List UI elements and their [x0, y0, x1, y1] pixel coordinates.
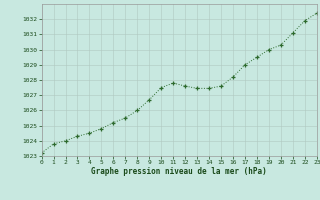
- X-axis label: Graphe pression niveau de la mer (hPa): Graphe pression niveau de la mer (hPa): [91, 167, 267, 176]
